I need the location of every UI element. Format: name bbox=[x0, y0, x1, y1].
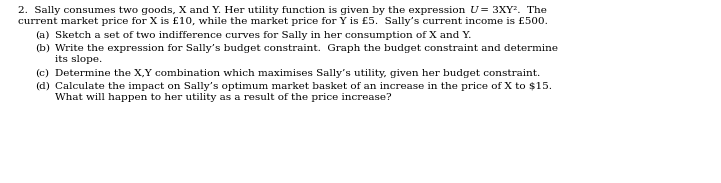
Text: Determine the X,Y combination which maximises Sally’s utility, given her budget : Determine the X,Y combination which maxi… bbox=[55, 69, 540, 78]
Text: its slope.: its slope. bbox=[55, 55, 102, 64]
Text: (c): (c) bbox=[35, 69, 49, 78]
Text: 2.  Sally consumes two goods, X and Y. Her utility function is given by the expr: 2. Sally consumes two goods, X and Y. He… bbox=[18, 6, 469, 15]
Text: current market price for X is £10, while the market price for Y is £5.  Sally’s : current market price for X is £10, while… bbox=[18, 17, 548, 26]
Text: (a): (a) bbox=[35, 31, 49, 40]
Text: U: U bbox=[469, 6, 477, 15]
Text: Calculate the impact on Sally’s optimum market basket of an increase in the pric: Calculate the impact on Sally’s optimum … bbox=[55, 82, 552, 91]
Text: Sketch a set of two indifference curves for Sally in her consumption of X and Y.: Sketch a set of two indifference curves … bbox=[55, 31, 472, 40]
Text: = 3XY².  The: = 3XY². The bbox=[477, 6, 547, 15]
Text: (b): (b) bbox=[35, 44, 50, 53]
Text: (d): (d) bbox=[35, 82, 50, 91]
Text: Write the expression for Sally’s budget constraint.  Graph the budget constraint: Write the expression for Sally’s budget … bbox=[55, 44, 558, 53]
Text: What will happen to her utility as a result of the price increase?: What will happen to her utility as a res… bbox=[55, 93, 392, 102]
